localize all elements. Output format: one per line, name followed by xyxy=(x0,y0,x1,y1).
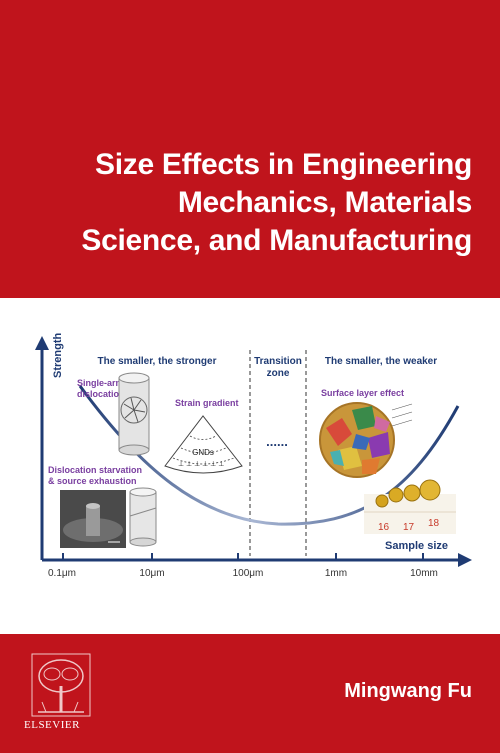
transition-dots: ...... xyxy=(266,434,288,449)
strain-gradient-fan-illustration: GNDs ⊥ ⊥ ⊥ ⊥ ⊥ ⊥ xyxy=(164,415,243,474)
title-line-2: Mechanics, Materials xyxy=(177,186,472,219)
x-tick-label: 0.1μm xyxy=(48,568,76,579)
y-axis-arrow xyxy=(35,336,49,350)
x-axis-label: Sample size xyxy=(385,540,448,552)
surface-layer-label: Surface layer effect xyxy=(321,388,404,398)
starvation-label-1: Dislocation starvation xyxy=(48,465,142,475)
ruler-label: 16 xyxy=(378,522,390,533)
x-tick-label: 100μm xyxy=(233,568,264,579)
size-effect-figure: 0.1μm 10μm 100μm 1mm 10mm Strength Sampl… xyxy=(35,333,472,579)
title-line-3: Science, and Manufacturing xyxy=(81,224,472,257)
x-tick-label: 10μm xyxy=(139,568,164,579)
region-label-left: The smaller, the stronger xyxy=(98,356,217,367)
region-label-middle-2: zone xyxy=(267,368,290,379)
gnd-label: GNDs xyxy=(192,448,214,457)
publisher-name: ELSEVIER xyxy=(24,719,80,731)
single-arm-label-1: Single-arm xyxy=(77,378,124,388)
author-name: Mingwang Fu xyxy=(344,680,472,702)
y-axis-label: Strength xyxy=(52,333,64,379)
starvation-label-2: & source exhaustion xyxy=(48,476,137,486)
ruler-label: 17 xyxy=(403,522,415,533)
x-tick-label: 10mm xyxy=(410,568,438,579)
micropillar-sem-image xyxy=(60,490,126,548)
single-arm-label-2: dislocation xyxy=(77,389,125,399)
elsevier-tree-logo xyxy=(31,653,91,717)
strain-gradient-label: Strain gradient xyxy=(175,398,239,408)
dislocation-symbols: ⊥ ⊥ ⊥ ⊥ ⊥ ⊥ xyxy=(178,461,224,468)
single-arm-cylinder-illustration xyxy=(118,372,150,456)
region-label-middle-1: Transition xyxy=(254,356,302,367)
x-axis-arrow xyxy=(458,553,472,567)
figure-panel: 0.1μm 10μm 100μm 1mm 10mm Strength Sampl… xyxy=(0,298,500,634)
title-line-1: Size Effects in Engineering xyxy=(95,148,472,181)
ruler-label: 18 xyxy=(428,518,440,529)
gold-sample-photo: 16 17 18 xyxy=(364,479,456,534)
x-tick-label: 1mm xyxy=(325,568,347,579)
book-title: Size Effects in Engineering Mechanics, M… xyxy=(32,146,472,260)
grain-microstructure-image xyxy=(319,402,413,478)
deformed-cylinder-illustration xyxy=(129,487,157,547)
region-label-right: The smaller, the weaker xyxy=(325,356,437,367)
